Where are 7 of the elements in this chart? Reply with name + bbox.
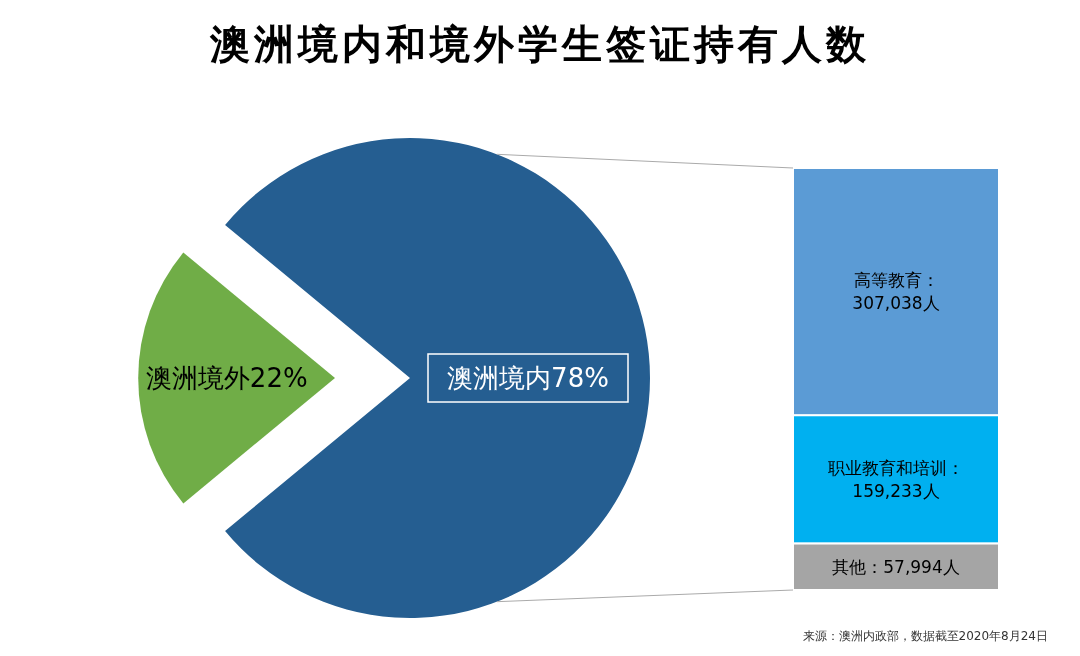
slice-label: 澳洲境内78% [447,363,609,393]
data-label: 高等教育： 307,038人 [852,270,940,314]
source-note: 来源：澳洲内政部，数据截至2020年8月24日 [802,629,1048,643]
data-label: 职业教育和培训： 159,233人 [828,457,964,501]
chart-title: 澳洲境内和境外学生签证持有人数 [209,21,870,67]
data-label: 其他：57,994人 [832,556,960,577]
slice-label: 澳洲境外22% [145,363,308,393]
